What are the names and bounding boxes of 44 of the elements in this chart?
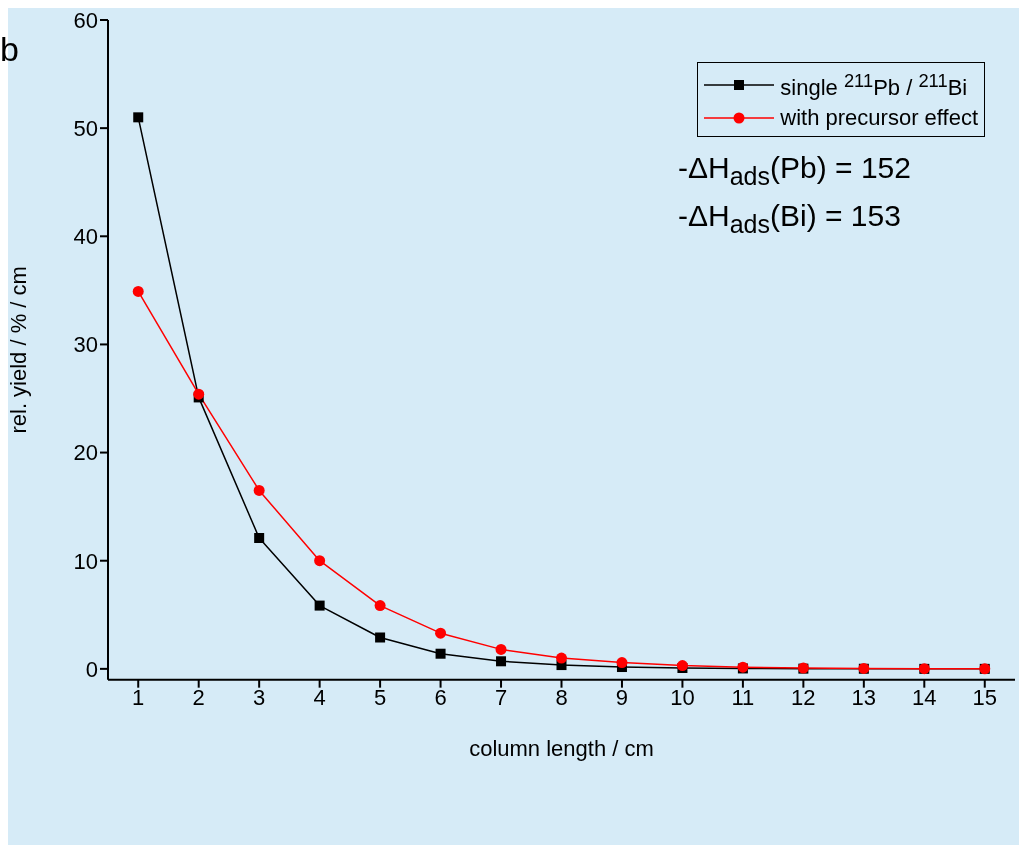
point <box>253 484 265 496</box>
x-tick-label: 4 <box>313 685 326 711</box>
x-axis-title: column length / cm <box>469 735 654 761</box>
x-tick-label: 12 <box>791 685 816 711</box>
point <box>314 600 325 611</box>
y-tick-label: 40 <box>73 224 98 250</box>
point <box>133 112 144 123</box>
y-tick-label: 20 <box>73 440 98 466</box>
x-tick-label: 13 <box>851 685 877 711</box>
x-tick-label: 14 <box>912 685 937 711</box>
x-tick-label: 7 <box>494 685 508 711</box>
point <box>314 555 326 567</box>
x-tick-label: 15 <box>972 685 998 711</box>
x-tick-label: 11 <box>731 685 755 711</box>
x-tick-label: 5 <box>373 685 387 711</box>
annotation: -ΔH$_{ads}$(Pb) = 152 <box>678 150 911 192</box>
point <box>616 657 628 669</box>
text: b <box>0 30 19 69</box>
x-tick-label: 2 <box>192 685 205 711</box>
point <box>375 632 386 643</box>
y-tick-label: 50 <box>73 115 98 141</box>
x-tick-label: 10 <box>670 685 695 711</box>
y-tick-label: 10 <box>73 548 98 574</box>
point <box>435 648 446 659</box>
x-tick-label: 1 <box>132 685 145 711</box>
x-tick-label: 9 <box>615 685 629 711</box>
point <box>193 388 205 400</box>
point <box>435 627 447 639</box>
point <box>495 643 507 655</box>
x-tick-label: 8 <box>555 685 568 711</box>
point <box>254 533 265 544</box>
point <box>132 285 144 297</box>
y-tick-label: 0 <box>85 656 98 682</box>
y-tick-label: 30 <box>73 332 98 358</box>
y-tick-label: 60 <box>73 7 98 33</box>
point <box>496 656 507 667</box>
point <box>556 652 567 664</box>
y-axis-title: rel. yield / % / cm <box>5 266 31 434</box>
point <box>374 600 386 612</box>
legend-label: with precursor effect <box>780 104 978 133</box>
legend-label: single $^{211}$Pb / $^{211}$Bi <box>780 69 968 103</box>
x-tick-label: 3 <box>253 685 266 711</box>
x-tick-label: 6 <box>434 685 447 711</box>
annotation: -ΔH$_{ads}$(Bi) = 153 <box>678 198 902 240</box>
